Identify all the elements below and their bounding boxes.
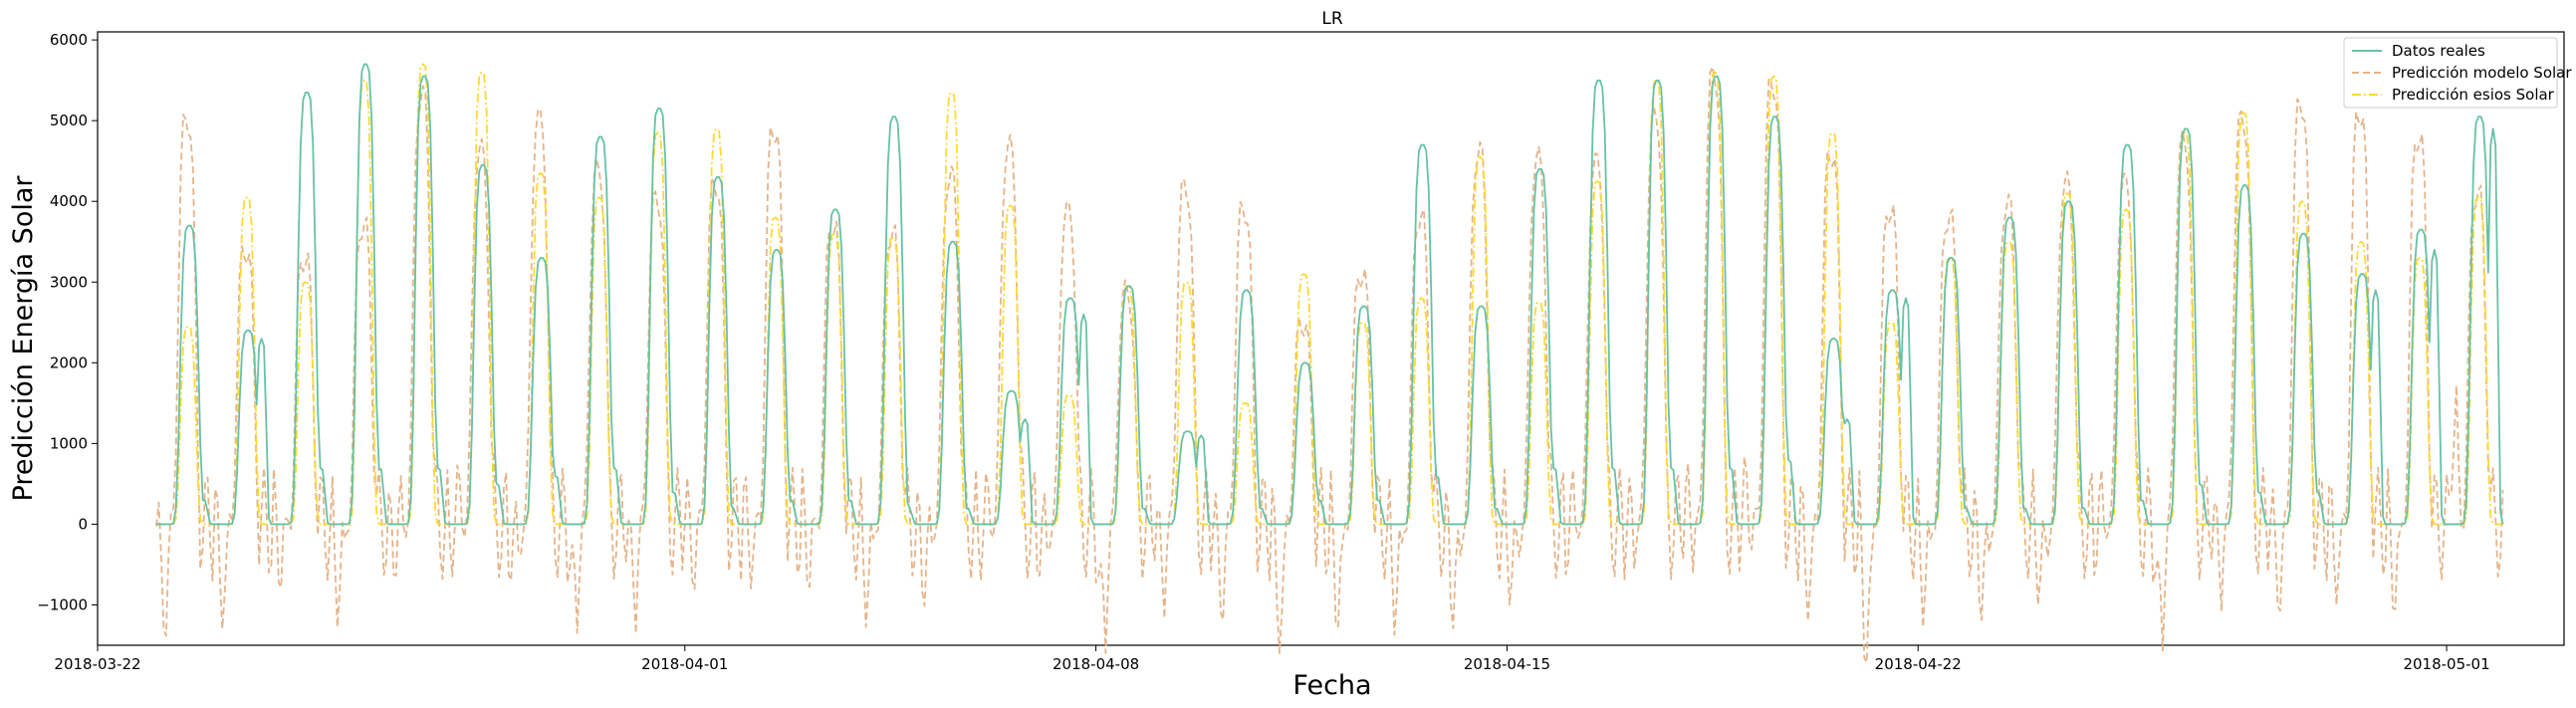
series-layer xyxy=(155,63,2504,664)
x-tick-label: 2018-04-15 xyxy=(1464,655,1550,673)
y-tick-label: 0 xyxy=(78,515,88,533)
y-tick-label: 1000 xyxy=(50,434,88,452)
y-tick-label: 3000 xyxy=(50,273,88,291)
y-tick-label: 6000 xyxy=(50,31,88,49)
chart-title: LR xyxy=(1321,9,1342,29)
y-axis-title: Predicción Energía Solar xyxy=(8,175,39,502)
legend-box xyxy=(2343,37,2558,109)
legend: Datos reales Predicción modelo Solar Pre… xyxy=(2343,37,2572,109)
series-line-datos-reales xyxy=(155,63,2504,526)
x-tick-label: 2018-04-22 xyxy=(1875,655,1962,673)
x-axis-title: Fecha xyxy=(1292,670,1371,701)
x-tick-label: 2018-05-01 xyxy=(2403,655,2489,673)
y-tick-label: 4000 xyxy=(50,192,88,210)
y-tick-label: 5000 xyxy=(50,112,88,129)
legend-label-prediccion-modelo: Predicción modelo Solar xyxy=(2392,64,2572,82)
plot-frame xyxy=(97,31,2565,646)
x-tick-label: 2018-03-22 xyxy=(54,655,140,673)
series-line-predicci-n-esios-solar xyxy=(155,63,2503,526)
y-tick-label: −1000 xyxy=(37,595,88,613)
x-tick-label: 2018-04-01 xyxy=(641,655,728,673)
series-line-predicci-n-modelo-solar xyxy=(155,66,2504,664)
legend-label-datos-reales: Datos reales xyxy=(2392,42,2485,60)
legend-label-prediccion-esios: Predicción esios Solar xyxy=(2392,86,2555,104)
x-tick-label: 2018-04-08 xyxy=(1053,655,1139,673)
x-axis-ticks: 2018-03-22 2018-04-01 2018-04-08 2018-04-15… xyxy=(54,645,2490,673)
y-axis-ticks: −1000 0 1000 2000 3000 4000 5000 6000 xyxy=(37,31,98,613)
y-tick-label: 2000 xyxy=(50,354,88,371)
